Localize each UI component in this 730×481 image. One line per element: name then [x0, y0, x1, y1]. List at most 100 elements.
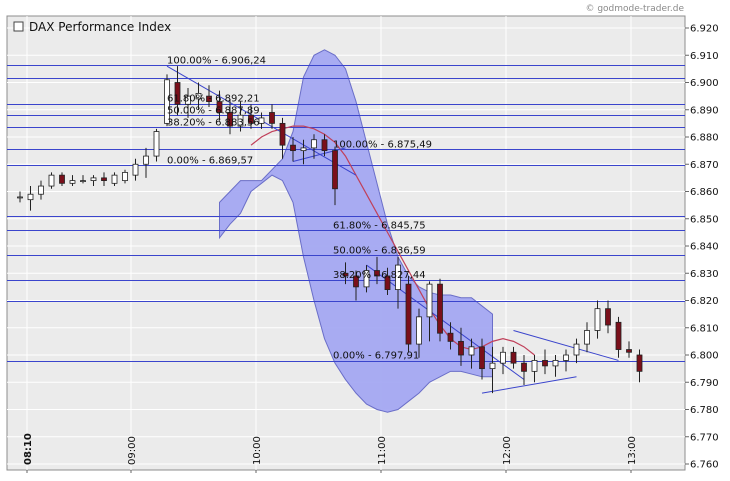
fib-label: 38.20% - 6.827,44 — [333, 270, 426, 281]
candle-body — [206, 95, 212, 102]
fib-label: 100.00% - 6.906,24 — [167, 55, 266, 66]
x-tick-label: 11:00 — [377, 436, 388, 465]
candle-body — [605, 308, 611, 326]
candle-body — [332, 150, 338, 190]
trend-line — [481, 376, 577, 394]
candle-body — [416, 316, 422, 345]
candle-body — [468, 346, 475, 356]
candle-body — [636, 354, 643, 372]
fib-label: 50.00% - 6.836,59 — [333, 245, 426, 256]
x-tick-label: 10:00 — [252, 436, 263, 465]
candle-body — [174, 82, 181, 105]
candle-body — [489, 362, 496, 370]
watermark: © godmode-trader.de — [585, 4, 684, 14]
candle-body — [59, 174, 65, 184]
candle-body — [227, 112, 233, 127]
candle-body — [38, 185, 44, 195]
candle-body — [279, 122, 286, 146]
candle-body — [342, 272, 349, 277]
candle-body — [311, 139, 317, 149]
y-tick-label: 6.800 — [690, 351, 719, 362]
y-tick-label: 6.920 — [690, 24, 719, 35]
candle-body — [426, 283, 433, 318]
candle-body — [80, 180, 86, 183]
candle-body — [447, 332, 454, 342]
moving-average — [250, 125, 535, 356]
x-tick-label: 09:00 — [127, 436, 138, 465]
candle-body — [584, 330, 590, 345]
candle-body — [531, 360, 538, 372]
candle-body — [573, 343, 580, 356]
y-tick-label: 6.770 — [690, 432, 719, 443]
fib-label: 100.00% - 6.875,49 — [333, 139, 432, 150]
candle-body — [27, 193, 34, 201]
candle-body — [290, 144, 296, 152]
fibonacci-levels — [7, 65, 685, 362]
candle-body — [594, 308, 601, 331]
trend-line — [366, 264, 525, 380]
candle-body — [500, 351, 506, 364]
candle-body — [237, 114, 244, 127]
candle-body — [17, 196, 23, 199]
y-tick-label: 6.780 — [690, 405, 719, 416]
y-tick-label: 6.810 — [690, 323, 719, 334]
candlesticks — [17, 66, 643, 394]
x-tick-label: 12:00 — [502, 436, 513, 465]
candle-body — [510, 351, 517, 364]
fib-label: 38.20% - 6.883,56 — [167, 117, 260, 128]
candle-body — [521, 362, 527, 372]
y-tick-label: 6.820 — [690, 296, 719, 307]
candle-body — [69, 180, 76, 184]
fib-label: 61.80% - 6.845,75 — [333, 220, 426, 231]
y-tick-label: 6.790 — [690, 378, 719, 389]
trend-line — [513, 329, 619, 361]
candle-body — [90, 177, 97, 181]
x-tick-label: 08:10 — [23, 433, 34, 465]
candle-body — [122, 172, 128, 182]
y-tick-label: 6.870 — [690, 160, 719, 171]
y-tick-label: 6.850 — [690, 214, 719, 225]
candle-body — [269, 112, 275, 124]
chart-title: DAX Performance Index — [29, 20, 171, 34]
candle-body — [248, 114, 254, 124]
legend-swatch-icon — [13, 21, 24, 32]
y-tick-label: 6.760 — [690, 460, 719, 471]
y-tick-label: 6.900 — [690, 78, 719, 89]
fib-label: 50.00% - 6.887,89 — [167, 105, 260, 116]
y-tick-label: 6.890 — [690, 105, 719, 116]
candle-body — [542, 360, 548, 367]
fib-label: 61.80% - 6.892,21 — [167, 94, 260, 105]
candle-body — [615, 321, 622, 350]
candle-body — [353, 275, 359, 288]
candle-body — [48, 174, 55, 187]
candle-body — [363, 270, 370, 288]
candle-body — [132, 163, 139, 176]
candle-body — [626, 349, 632, 353]
candle-body — [458, 340, 464, 356]
candle-body — [437, 283, 443, 334]
candle-body — [195, 93, 202, 100]
candle-body — [143, 155, 149, 165]
candle-body — [300, 147, 307, 152]
fib-label: 0.00% - 6.869,57 — [167, 155, 253, 166]
y-tick-label: 6.860 — [690, 187, 719, 198]
y-tick-label: 6.830 — [690, 269, 719, 280]
x-axis: 08:10 09:00 10:00 11:00 12:00 13:00 — [23, 433, 638, 473]
candle-body — [258, 117, 265, 124]
x-tick-label: 13:00 — [627, 436, 638, 465]
candle-body — [374, 270, 380, 277]
moving-average-line — [250, 125, 535, 356]
candle-body — [552, 360, 559, 367]
y-axis: 6.760 6.770 6.780 6.790 6.800 6.810 6.820 6.830… — [685, 24, 719, 471]
y-tick-label: 6.840 — [690, 242, 719, 253]
candle-body — [384, 275, 391, 291]
candle-body — [563, 354, 569, 361]
candle-body — [479, 346, 485, 370]
candle-body — [164, 79, 170, 124]
candle-body — [405, 283, 412, 345]
y-tick-label: 6.880 — [690, 133, 719, 144]
candle-body — [395, 264, 401, 291]
candle-body — [185, 95, 191, 105]
